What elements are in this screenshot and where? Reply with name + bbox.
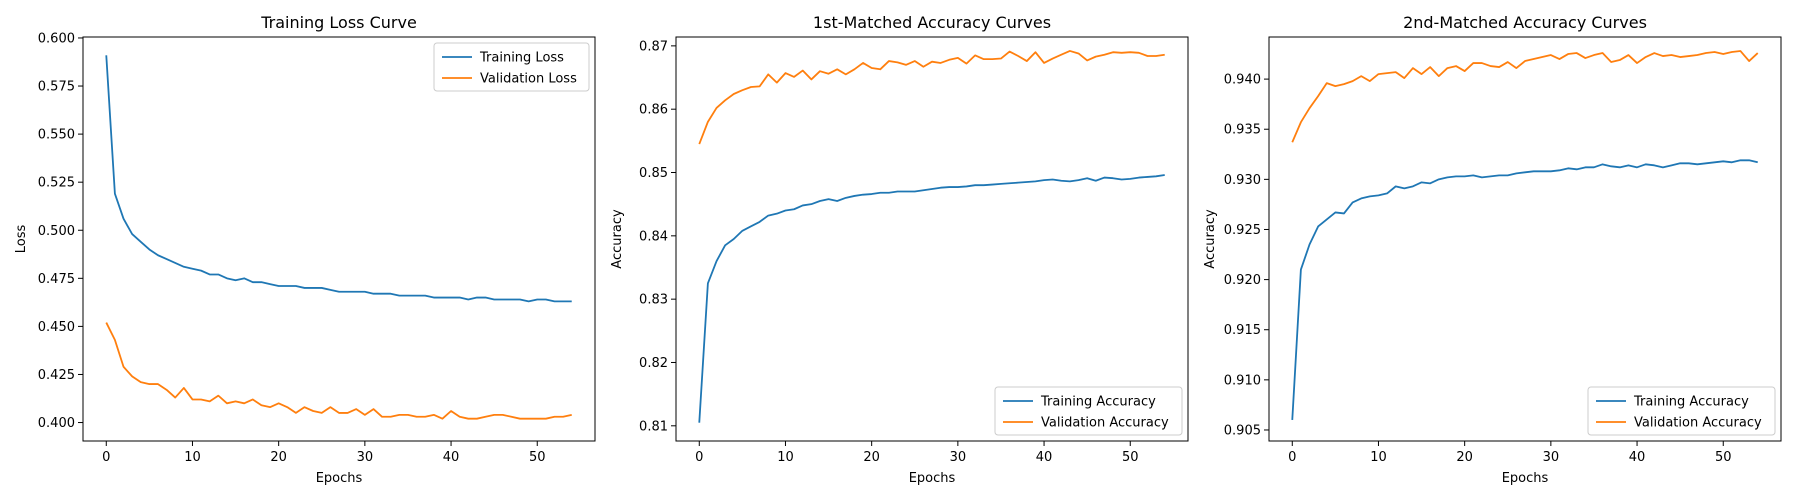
y-tick-label: 0.86 [639, 103, 668, 118]
x-axis-label: Epochs [1502, 471, 1549, 486]
y-tick-label: 0.84 [639, 229, 668, 244]
y-axis-label: Loss [14, 225, 29, 254]
y-tick-label: 0.915 [1224, 323, 1261, 338]
y-tick-label: 0.450 [38, 320, 75, 335]
y-tick-label: 0.600 [38, 31, 75, 46]
plot-frame [675, 36, 1189, 442]
legend-entry: Validation Accuracy [1634, 416, 1762, 431]
x-axis-label: Epochs [316, 471, 363, 486]
y-tick-label: 0.935 [1224, 123, 1261, 138]
chart-panel-1: 0 10 20 30 40 50 0.400 0.425 0.450 0.475 0.500 0.52… [14, 13, 596, 486]
y-axis-label: Accuracy [1203, 209, 1218, 269]
x-tick-label: 20 [270, 450, 287, 465]
y-tick-label: 0.925 [1224, 223, 1261, 238]
x-tick-label: 50 [1715, 450, 1732, 465]
legend-entry: Training Loss [479, 51, 564, 66]
legend-box [1587, 386, 1776, 436]
y-tick-label: 0.905 [1224, 423, 1261, 438]
y-axis-label: Accuracy [610, 209, 625, 269]
plot-frame [1268, 36, 1782, 442]
legend-box [433, 42, 590, 92]
x-tick-label: 0 [695, 450, 703, 465]
chart-title: 2nd-Matched Accuracy Curves [1403, 13, 1647, 32]
chart-panel-3: 0 10 20 30 40 50 0.905 0.910 0.915 0.920 0.925 0.93… [1203, 13, 1782, 486]
legend: Training Loss Validation Loss [433, 42, 590, 92]
series-line-training-loss [105, 55, 572, 303]
series-line-validation-loss [105, 322, 572, 420]
legend-entry: Validation Accuracy [1041, 416, 1169, 431]
y-tick-label: 0.550 [38, 128, 75, 143]
plot-frame [82, 36, 596, 442]
x-tick-label: 0 [102, 450, 110, 465]
series-line-training-accuracy [698, 174, 1165, 423]
x-axis-label: Epochs [909, 471, 956, 486]
y-tick-label: 0.920 [1224, 273, 1261, 288]
legend-entry: Training Accuracy [1633, 395, 1749, 410]
y-tick-label: 0.400 [38, 416, 75, 431]
y-tick-label: 0.83 [639, 293, 668, 308]
legend-entry: Validation Loss [480, 72, 577, 87]
x-tick-label: 40 [443, 450, 460, 465]
y-tick-label: 0.475 [38, 272, 75, 287]
x-tick-label: 30 [357, 450, 374, 465]
legend: Training Accuracy Validation Accuracy [994, 386, 1183, 436]
x-tick-label: 30 [950, 450, 967, 465]
y-tick-label: 0.81 [639, 419, 668, 434]
x-tick-label: 10 [184, 450, 201, 465]
y-tick-label: 0.425 [38, 368, 75, 383]
y-tick-label: 0.500 [38, 224, 75, 239]
legend-box [994, 386, 1183, 436]
x-tick-label: 10 [777, 450, 794, 465]
legend-entry: Training Accuracy [1040, 395, 1156, 410]
y-tick-label: 0.82 [639, 356, 668, 371]
chart-title: 1st-Matched Accuracy Curves [813, 13, 1051, 32]
x-tick-label: 0 [1288, 450, 1296, 465]
x-tick-label: 40 [1036, 450, 1053, 465]
y-tick-label: 0.930 [1224, 173, 1261, 188]
x-tick-label: 50 [529, 450, 546, 465]
chart-panel-2: 0 10 20 30 40 50 0.81 0.82 0.83 0.84 0.85 0.86 0.87 1… [610, 13, 1189, 486]
series-line-validation-accuracy [698, 50, 1165, 145]
x-tick-label: 20 [863, 450, 880, 465]
legend: Training Accuracy Validation Accuracy [1587, 386, 1776, 436]
y-tick-label: 0.85 [639, 166, 668, 181]
y-tick-label: 0.910 [1224, 373, 1261, 388]
y-tick-label: 0.940 [1224, 73, 1261, 88]
series-line-validation-accuracy [1291, 50, 1759, 143]
x-tick-label: 30 [1543, 450, 1560, 465]
x-tick-label: 40 [1629, 450, 1646, 465]
x-tick-label: 50 [1122, 450, 1139, 465]
chart-title: Training Loss Curve [260, 13, 417, 32]
y-tick-label: 0.525 [38, 176, 75, 191]
y-tick-label: 0.575 [38, 80, 75, 95]
x-tick-label: 10 [1370, 450, 1387, 465]
series-line-training-accuracy [1291, 159, 1758, 421]
x-tick-label: 20 [1456, 450, 1473, 465]
y-tick-label: 0.87 [639, 39, 668, 54]
